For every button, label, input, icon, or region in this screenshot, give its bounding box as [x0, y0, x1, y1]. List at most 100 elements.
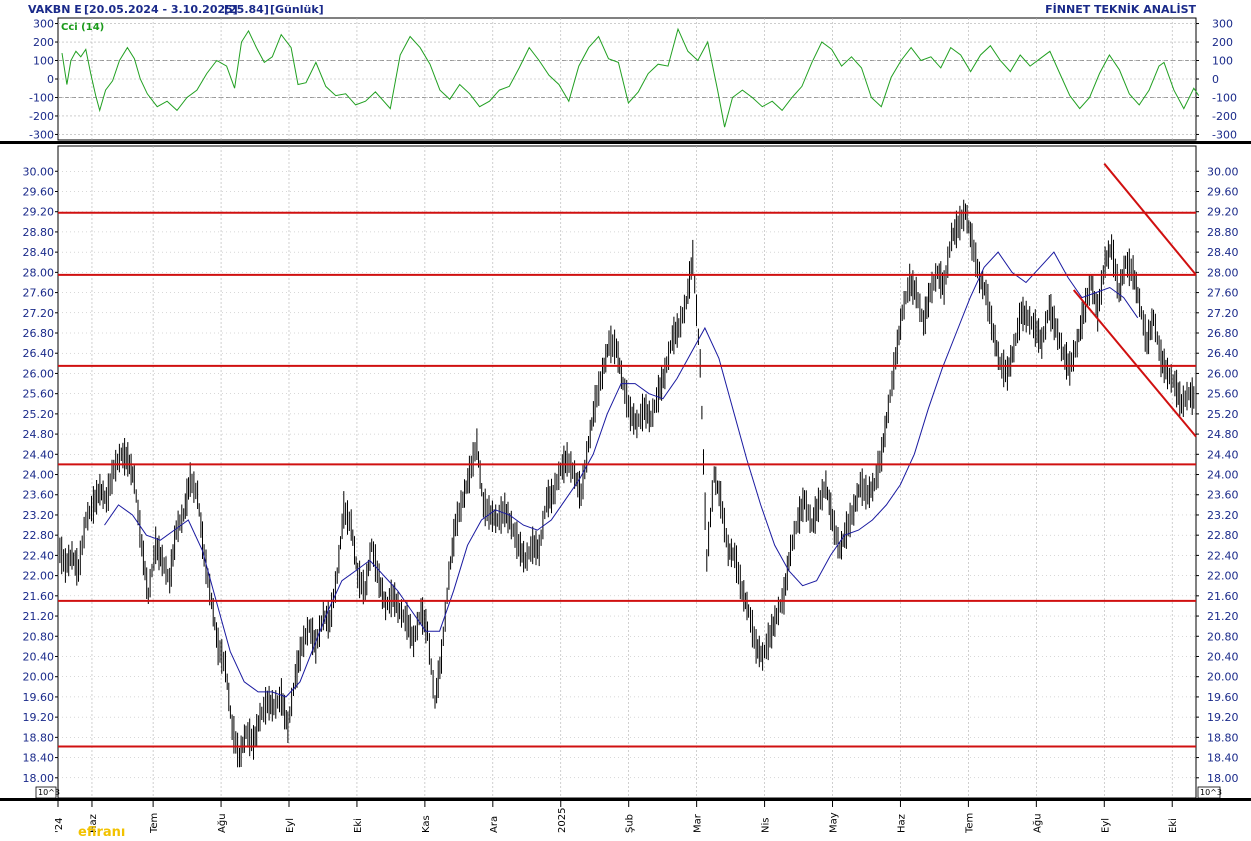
cci-grid	[58, 18, 1196, 140]
price-grid	[58, 146, 1196, 798]
price-ytick-label-right: 27.60	[1207, 287, 1239, 300]
price-ytick-label-right: 18.40	[1207, 752, 1239, 765]
price-ytick-label-right: 28.00	[1207, 266, 1239, 279]
x-tick-label: '24	[54, 818, 65, 833]
cci-ytick-label-left: 0	[47, 73, 54, 86]
x-tick-label: Ağu	[216, 813, 228, 833]
cci-ytick-label-right: -200	[1212, 110, 1237, 123]
price-ytick-label-left: 20.00	[23, 671, 55, 684]
x-tick-label: Ağu	[1031, 813, 1043, 833]
price-ytick-label-left: 20.80	[23, 630, 55, 643]
price-ytick-label-right: 19.20	[1207, 711, 1239, 724]
price-frame	[57, 145, 1197, 799]
x-tick-label: Kas	[421, 815, 432, 833]
header-range: [20.05.2024 - 3.10.2025]	[84, 3, 238, 16]
price-ytick-label-left: 23.60	[23, 489, 55, 502]
channel-line	[1072, 289, 1197, 438]
price-ytick-label-right: 20.00	[1207, 671, 1239, 684]
price-ytick-label-left: 18.80	[23, 731, 55, 744]
scale-box-right	[1197, 786, 1221, 799]
x-tick-label: Tem	[964, 813, 975, 834]
price-ytick-label-left: 28.40	[23, 246, 55, 259]
x-tick-label: Eyl	[285, 818, 296, 833]
price-ytick-label-left: 26.00	[23, 367, 55, 380]
price-ytick-label-right: 26.40	[1207, 347, 1239, 360]
cci-ytick-label-left: -300	[29, 128, 54, 141]
price-ytick-label-left: 19.20	[23, 711, 55, 724]
x-tick-label: Eki	[1168, 818, 1179, 833]
price-ytick-label-right: 26.00	[1207, 367, 1239, 380]
price-ytick-label-left: 21.20	[23, 610, 55, 623]
price-ytick-label-left: 27.20	[23, 307, 55, 320]
price-ytick-label-right: 29.60	[1207, 185, 1239, 198]
x-tick-label: Nis	[761, 818, 772, 833]
price-ytick-label-left: 24.80	[23, 428, 55, 441]
price-ytick-label-left: 22.80	[23, 529, 55, 542]
price-ytick-label-right: 18.80	[1207, 731, 1239, 744]
cci-ytick-label-right: 300	[1212, 18, 1233, 31]
price-panel: 30.00 29.60 29.20 28.80 28.40 28.00 27.60 27.20…	[23, 145, 1239, 799]
price-ytick-label-left: 26.80	[23, 327, 55, 340]
price-ytick-label-right: 20.80	[1207, 630, 1239, 643]
header-brand: FİNNET TEKNİK ANALİST	[1045, 2, 1196, 16]
price-ytick-label-right: 26.80	[1207, 327, 1239, 340]
price-bars	[57, 199, 1195, 768]
price-ytick-label-right: 27.20	[1207, 307, 1239, 320]
price-ytick-label-right: 28.40	[1207, 246, 1239, 259]
scale-label-left: 10^3	[38, 788, 60, 797]
price-ytick-label-left: 27.60	[23, 287, 55, 300]
cci-ytick-label-right: 200	[1212, 36, 1233, 49]
panel-separator	[0, 141, 1251, 144]
moving-average-line	[104, 251, 1139, 698]
cci-ytick-label-left: -100	[29, 91, 54, 104]
price-ytick-label-left: 26.40	[23, 347, 55, 360]
x-axis: '24 Haz Tem Ağu Eyl Eki Kas Ara 2025 Şub Mar Nis May…	[54, 801, 1179, 834]
header-symbol: VAKBN E	[28, 3, 82, 16]
cci-ticks-left: 300 200 100 0 -100 -200 -300	[29, 18, 58, 141]
header-period: [Günlük]	[270, 3, 324, 16]
logo-text: efiranı	[78, 825, 125, 840]
price-ticks-right: 30.00 29.60 29.20 28.80 28.40 28.00 27.60 27.20…	[1196, 165, 1239, 785]
price-ticks-left: 30.00 29.60 29.20 28.80 28.40 28.00 27.60 27.20…	[23, 165, 58, 785]
price-ytick-label-left: 22.40	[23, 549, 55, 562]
cci-ticks-right: 300 200 100 0 -100 -200 -300	[1196, 18, 1237, 141]
scale-box-left	[35, 786, 57, 799]
price-ytick-label-left: 24.40	[23, 448, 55, 461]
price-ytick-label-left: 28.00	[23, 266, 55, 279]
x-tick-label: 2025	[557, 808, 568, 833]
price-ytick-label-right: 28.80	[1207, 226, 1239, 239]
price-ytick-label-right: 22.40	[1207, 549, 1239, 562]
cci-ytick-label-right: 100	[1212, 55, 1233, 68]
price-ytick-label-left: 18.40	[23, 752, 55, 765]
price-ytick-label-right: 29.20	[1207, 206, 1239, 219]
x-tick-label: Haz	[88, 814, 99, 833]
price-ytick-label-right: 19.60	[1207, 691, 1239, 704]
channel-lines	[1072, 163, 1197, 438]
scale-label-right: 10^3	[1200, 788, 1222, 797]
x-tick-label: Haz	[896, 814, 907, 833]
price-ytick-label-right: 24.40	[1207, 448, 1239, 461]
price-ytick-label-left: 20.40	[23, 650, 55, 663]
price-ytick-label-right: 24.80	[1207, 428, 1239, 441]
price-ytick-label-right: 22.80	[1207, 529, 1239, 542]
price-ytick-label-right: 25.20	[1207, 408, 1239, 421]
price-ytick-label-left: 24.00	[23, 469, 55, 482]
cci-panel: 300 200 100 0 -100 -200 -300 300 200 100 0 -100 -20…	[29, 17, 1237, 141]
price-ytick-label-left: 19.60	[23, 691, 55, 704]
price-ytick-label-left: 29.20	[23, 206, 55, 219]
price-ytick-label-left: 25.60	[23, 388, 55, 401]
cci-ytick-label-right: -100	[1212, 91, 1237, 104]
x-tick-label: Ara	[489, 816, 500, 833]
price-ytick-label-left: 30.00	[23, 165, 55, 178]
x-tick-label: May	[829, 812, 840, 833]
x-tick-label: Şub	[625, 814, 636, 833]
price-ytick-label-left: 23.20	[23, 509, 55, 522]
price-ytick-label-right: 25.60	[1207, 388, 1239, 401]
cci-ytick-label-right: -300	[1212, 128, 1237, 141]
x-tick-label: Eki	[353, 818, 364, 833]
x-tick-label: Mar	[693, 813, 704, 833]
channel-line	[1103, 163, 1197, 276]
price-ytick-label-left: 28.80	[23, 226, 55, 239]
cci-ytick-label-left: 200	[33, 36, 54, 49]
